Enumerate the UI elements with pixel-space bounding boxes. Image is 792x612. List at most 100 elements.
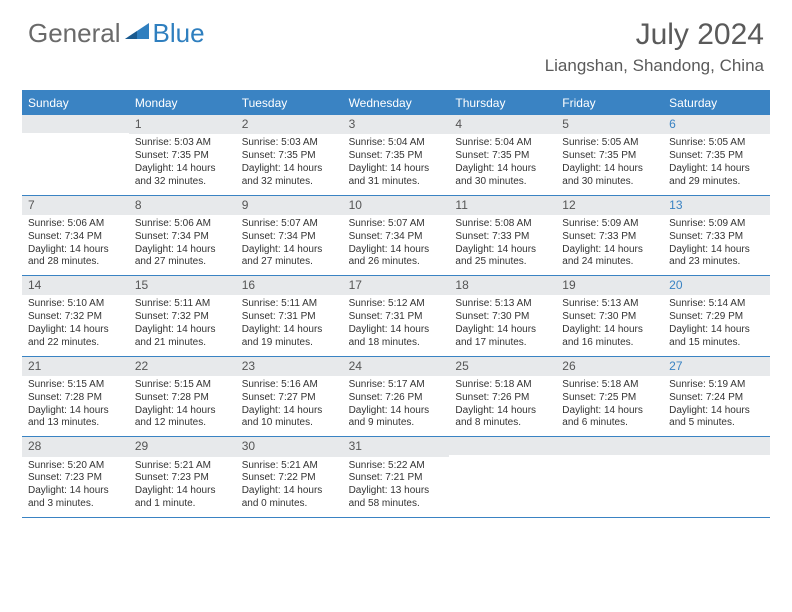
sunrise-text: Sunrise: 5:05 AM bbox=[669, 137, 764, 150]
sunrise-text: Sunrise: 5:13 AM bbox=[455, 298, 550, 311]
sunset-text: Sunset: 7:28 PM bbox=[135, 392, 230, 405]
day-number bbox=[449, 437, 556, 455]
day-info: Sunrise: 5:11 AMSunset: 7:31 PMDaylight:… bbox=[240, 298, 339, 349]
day-cell-7: 7Sunrise: 5:06 AMSunset: 7:34 PMDaylight… bbox=[22, 196, 129, 276]
day-info: Sunrise: 5:07 AMSunset: 7:34 PMDaylight:… bbox=[347, 218, 446, 269]
sunset-text: Sunset: 7:34 PM bbox=[135, 231, 230, 244]
sunrise-text: Sunrise: 5:18 AM bbox=[455, 379, 550, 392]
sunset-text: Sunset: 7:35 PM bbox=[135, 150, 230, 163]
day-number bbox=[556, 437, 663, 455]
day-cell-5: 5Sunrise: 5:05 AMSunset: 7:35 PMDaylight… bbox=[556, 115, 663, 195]
day-number: 12 bbox=[556, 196, 663, 215]
day-number: 18 bbox=[449, 276, 556, 295]
daylight-text: Daylight: 14 hours and 24 minutes. bbox=[562, 244, 657, 270]
daylight-text: Daylight: 14 hours and 29 minutes. bbox=[669, 163, 764, 189]
logo-text-general: General bbox=[28, 18, 121, 49]
day-cell-29: 29Sunrise: 5:21 AMSunset: 7:23 PMDayligh… bbox=[129, 437, 236, 517]
day-number: 27 bbox=[663, 357, 770, 376]
sunrise-text: Sunrise: 5:03 AM bbox=[135, 137, 230, 150]
title-block: July 2024 Liangshan, Shandong, China bbox=[545, 18, 764, 76]
sunrise-text: Sunrise: 5:06 AM bbox=[135, 218, 230, 231]
day-cell-24: 24 Sunrise: 5:17 AMSunset: 7:26 PMDayligh… bbox=[343, 357, 450, 437]
week-row: 14Sunrise: 5:10 AMSunset: 7:32 PMDayligh… bbox=[22, 276, 770, 357]
day-cell-12: 12 Sunrise: 5:09 AMSunset: 7:33 PMDayligh… bbox=[556, 196, 663, 276]
daylight-text: Daylight: 14 hours and 6 minutes. bbox=[562, 405, 657, 431]
day-number: 21 bbox=[22, 357, 129, 376]
daylight-text: Daylight: 14 hours and 30 minutes. bbox=[455, 163, 550, 189]
day-number: 6 bbox=[663, 115, 770, 134]
daylight-text: Daylight: 14 hours and 32 minutes. bbox=[242, 163, 337, 189]
daylight-text: Daylight: 14 hours and 8 minutes. bbox=[455, 405, 550, 431]
day-info: Sunrise: 5:19 AMSunset: 7:24 PMDaylight:… bbox=[667, 379, 766, 430]
sunset-text: Sunset: 7:35 PM bbox=[242, 150, 337, 163]
daylight-text: Daylight: 14 hours and 5 minutes. bbox=[669, 405, 764, 431]
sunrise-text: Sunrise: 5:11 AM bbox=[242, 298, 337, 311]
daylight-text: Daylight: 14 hours and 17 minutes. bbox=[455, 324, 550, 350]
day-info: Sunrise: 5:17 AMSunset: 7:26 PMDaylight:… bbox=[347, 379, 446, 430]
day-number: 2 bbox=[236, 115, 343, 134]
day-info: Sunrise: 5:13 AMSunset: 7:30 PMDaylight:… bbox=[453, 298, 552, 349]
day-number: 22 bbox=[129, 357, 236, 376]
day-cell-28: 28Sunrise: 5:20 AMSunset: 7:23 PMDayligh… bbox=[22, 437, 129, 517]
day-info: Sunrise: 5:15 AMSunset: 7:28 PMDaylight:… bbox=[26, 379, 125, 430]
day-info: Sunrise: 5:09 AMSunset: 7:33 PMDaylight:… bbox=[667, 218, 766, 269]
day-number: 25 bbox=[449, 357, 556, 376]
day-cell-25: 25 Sunrise: 5:18 AMSunset: 7:26 PMDayligh… bbox=[449, 357, 556, 437]
day-info: Sunrise: 5:07 AMSunset: 7:34 PMDaylight:… bbox=[240, 218, 339, 269]
day-number bbox=[22, 115, 129, 133]
daylight-text: Daylight: 14 hours and 30 minutes. bbox=[562, 163, 657, 189]
day-number: 17 bbox=[343, 276, 450, 295]
day-number: 13 bbox=[663, 196, 770, 215]
day-number bbox=[663, 437, 770, 455]
day-cell-8: 8Sunrise: 5:06 AMSunset: 7:34 PMDaylight… bbox=[129, 196, 236, 276]
sunrise-text: Sunrise: 5:09 AM bbox=[562, 218, 657, 231]
day-number: 7 bbox=[22, 196, 129, 215]
sunset-text: Sunset: 7:23 PM bbox=[135, 472, 230, 485]
sunset-text: Sunset: 7:33 PM bbox=[562, 231, 657, 244]
day-number: 3 bbox=[343, 115, 450, 134]
empty-cell bbox=[663, 437, 770, 517]
sunrise-text: Sunrise: 5:21 AM bbox=[242, 460, 337, 473]
week-row: 1Sunrise: 5:03 AMSunset: 7:35 PMDaylight… bbox=[22, 115, 770, 196]
sunrise-text: Sunrise: 5:07 AM bbox=[242, 218, 337, 231]
day-info: Sunrise: 5:13 AMSunset: 7:30 PMDaylight:… bbox=[560, 298, 659, 349]
day-info: Sunrise: 5:11 AMSunset: 7:32 PMDaylight:… bbox=[133, 298, 232, 349]
day-cell-1: 1 Sunrise: 5:03 AMSunset: 7:35 PMDaylight… bbox=[129, 115, 236, 195]
day-cell-31: 31Sunrise: 5:22 AMSunset: 7:21 PMDayligh… bbox=[343, 437, 450, 517]
day-info: Sunrise: 5:04 AMSunset: 7:35 PMDaylight:… bbox=[453, 137, 552, 188]
sunrise-text: Sunrise: 5:10 AM bbox=[28, 298, 123, 311]
sunset-text: Sunset: 7:35 PM bbox=[349, 150, 444, 163]
day-info: Sunrise: 5:18 AMSunset: 7:25 PMDaylight:… bbox=[560, 379, 659, 430]
daylight-text: Daylight: 14 hours and 22 minutes. bbox=[28, 324, 123, 350]
sunset-text: Sunset: 7:25 PM bbox=[562, 392, 657, 405]
dow-thursday: Thursday bbox=[449, 92, 556, 115]
day-number: 1 bbox=[129, 115, 236, 134]
sunset-text: Sunset: 7:28 PM bbox=[28, 392, 123, 405]
day-number: 24 bbox=[343, 357, 450, 376]
sunrise-text: Sunrise: 5:22 AM bbox=[349, 460, 444, 473]
sunset-text: Sunset: 7:22 PM bbox=[242, 472, 337, 485]
logo-text-blue: Blue bbox=[153, 18, 205, 49]
day-number: 4 bbox=[449, 115, 556, 134]
sunset-text: Sunset: 7:30 PM bbox=[562, 311, 657, 324]
day-info: Sunrise: 5:09 AMSunset: 7:33 PMDaylight:… bbox=[560, 218, 659, 269]
day-info: Sunrise: 5:04 AMSunset: 7:35 PMDaylight:… bbox=[347, 137, 446, 188]
day-cell-21: 21 Sunrise: 5:15 AMSunset: 7:28 PMDayligh… bbox=[22, 357, 129, 437]
day-number: 16 bbox=[236, 276, 343, 295]
day-number: 28 bbox=[22, 437, 129, 456]
day-number: 9 bbox=[236, 196, 343, 215]
sunset-text: Sunset: 7:32 PM bbox=[28, 311, 123, 324]
empty-cell bbox=[556, 437, 663, 517]
sunset-text: Sunset: 7:31 PM bbox=[242, 311, 337, 324]
sunrise-text: Sunrise: 5:15 AM bbox=[135, 379, 230, 392]
day-info: Sunrise: 5:03 AMSunset: 7:35 PMDaylight:… bbox=[133, 137, 232, 188]
day-cell-4: 4 Sunrise: 5:04 AMSunset: 7:35 PMDaylight… bbox=[449, 115, 556, 195]
day-cell-6: 6 Sunrise: 5:05 AMSunset: 7:35 PMDaylight… bbox=[663, 115, 770, 195]
day-info: Sunrise: 5:21 AMSunset: 7:23 PMDaylight:… bbox=[133, 460, 232, 511]
daylight-text: Daylight: 14 hours and 23 minutes. bbox=[669, 244, 764, 270]
daylight-text: Daylight: 14 hours and 18 minutes. bbox=[349, 324, 444, 350]
sunset-text: Sunset: 7:26 PM bbox=[455, 392, 550, 405]
sunrise-text: Sunrise: 5:06 AM bbox=[28, 218, 123, 231]
dow-friday: Friday bbox=[556, 92, 663, 115]
day-info: Sunrise: 5:05 AMSunset: 7:35 PMDaylight:… bbox=[667, 137, 766, 188]
